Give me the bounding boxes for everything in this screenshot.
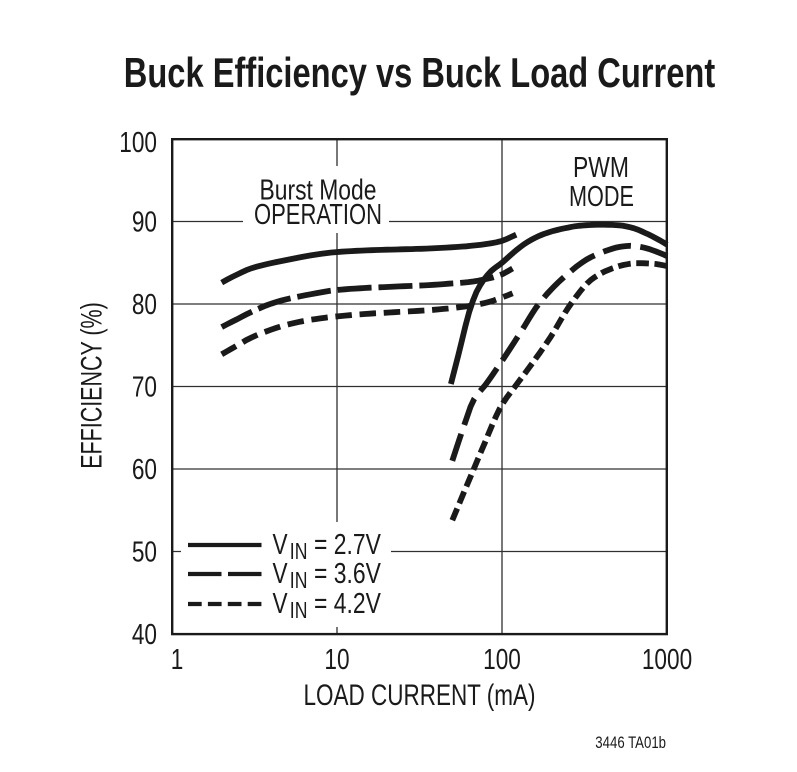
svg-text:V: V [273,556,289,589]
svg-text:IN: IN [290,568,308,594]
svg-text:OPERATION: OPERATION [254,199,382,231]
svg-text:10: 10 [324,642,349,675]
svg-text:Buck Efficiency vs Buck Load C: Buck Efficiency vs Buck Load Current [124,49,716,96]
svg-text:50: 50 [132,535,157,568]
svg-text:MODE: MODE [569,181,634,213]
svg-text:V: V [273,527,289,560]
svg-text:= 4.2V: = 4.2V [314,586,381,619]
svg-text:100: 100 [119,125,157,158]
svg-text:= 3.6V: = 3.6V [314,556,381,589]
svg-text:EFFICIENCY (%): EFFICIENCY (%) [74,302,109,469]
svg-text:100: 100 [483,642,521,675]
svg-text:80: 80 [132,287,157,320]
svg-text:LOAD CURRENT (mA): LOAD CURRENT (mA) [304,678,536,712]
svg-text:3446 TA01b: 3446 TA01b [595,734,666,753]
svg-text:90: 90 [132,205,157,238]
svg-text:60: 60 [132,452,157,485]
svg-text:1: 1 [171,642,184,675]
svg-text:1000: 1000 [642,642,692,675]
svg-text:IN: IN [290,539,308,565]
svg-text:= 2.7V: = 2.7V [314,527,381,560]
svg-text:40: 40 [132,617,157,650]
svg-text:IN: IN [290,598,308,624]
svg-text:70: 70 [132,370,157,403]
svg-text:PWM: PWM [573,150,629,183]
svg-text:Burst Mode: Burst Mode [260,173,377,206]
svg-text:V: V [273,586,289,619]
